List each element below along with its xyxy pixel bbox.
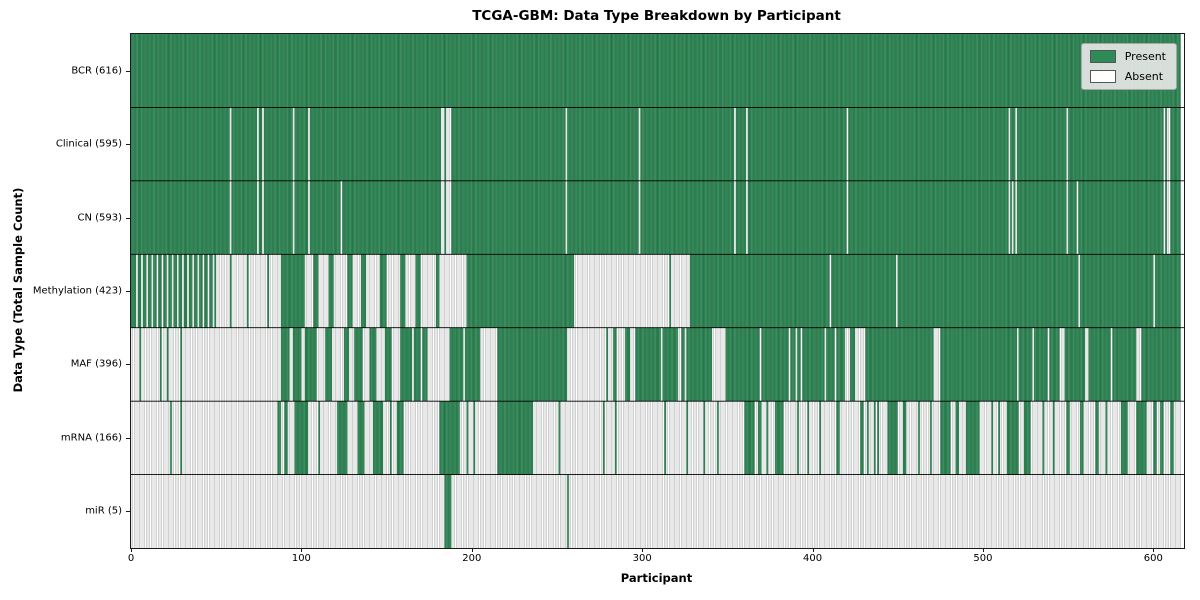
x-tick-label: 500 [973, 553, 993, 564]
x-tick-mark [471, 548, 473, 552]
plot-area: Present Absent [130, 33, 1185, 549]
y-tick-label-clinical: Clinical (595) [55, 138, 122, 150]
absent-swatch [1089, 70, 1116, 83]
y-tick-mark [126, 217, 130, 219]
x-tick-mark [982, 548, 984, 552]
heatmap-canvas [131, 34, 1184, 548]
y-tick-label-mrna: mRNA (166) [60, 432, 122, 444]
y-tick-label-cn: CN (593) [77, 212, 122, 224]
y-tick-mark [126, 364, 130, 366]
legend: Present Absent [1080, 43, 1177, 90]
y-tick-label-maf: MAF (396) [70, 358, 122, 370]
x-tick-label: 600 [1143, 553, 1163, 564]
x-tick-mark [642, 548, 644, 552]
x-tick-mark [812, 548, 814, 552]
x-tick-label: 0 [127, 553, 135, 564]
x-tick-label: 200 [462, 553, 482, 564]
x-tick-label: 100 [291, 553, 311, 564]
y-tick-mark [126, 70, 130, 72]
x-tick-mark [301, 548, 303, 552]
y-tick-mark [126, 144, 130, 146]
x-tick-label: 400 [803, 553, 823, 564]
y-tick-mark [126, 291, 130, 292]
x-tick-label: 300 [632, 553, 652, 564]
y-tick-label-mir: miR (5) [85, 505, 122, 517]
x-tick-mark [131, 548, 132, 552]
legend-entry-absent: Absent [1089, 70, 1166, 83]
x-tick-mark [1153, 548, 1155, 552]
y-tick-mark [126, 511, 130, 513]
chart-title: TCGA-GBM: Data Type Breakdown by Partici… [472, 8, 841, 24]
y-tick-label-methylation: Methylation (423) [32, 285, 122, 297]
y-tick-label-bcr: BCR (616) [71, 65, 122, 77]
legend-absent-label: Absent [1124, 70, 1164, 83]
x-axis-title: Participant [620, 571, 693, 585]
present-swatch [1089, 50, 1116, 63]
legend-present-label: Present [1124, 50, 1166, 63]
y-tick-mark [126, 437, 130, 439]
y-axis-title: Data Type (Total Sample Count) [11, 187, 25, 393]
legend-entry-present: Present [1089, 50, 1166, 63]
